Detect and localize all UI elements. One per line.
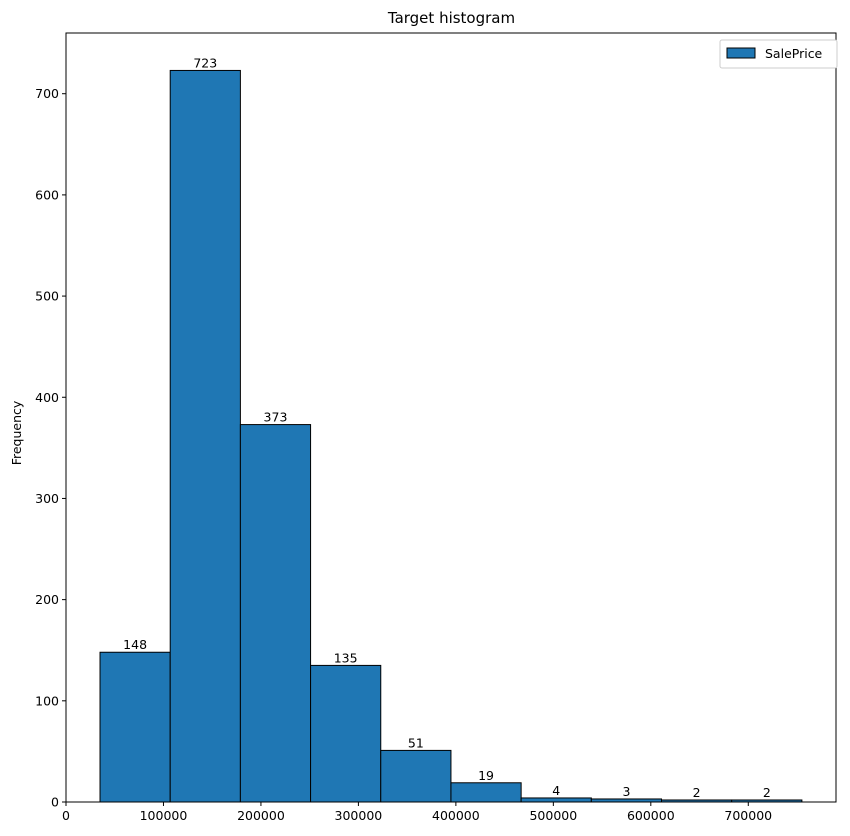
y-tick-label: 700 <box>35 86 59 101</box>
bar-value-label: 135 <box>334 650 358 665</box>
x-tick-label: 700000 <box>724 808 772 823</box>
plot-frame <box>65 32 837 803</box>
x-axis: 0 100000 200000 300000 400000 500000 600000 700… <box>62 802 772 823</box>
y-tick-label: 400 <box>35 390 59 405</box>
legend: SalePrice <box>719 39 838 69</box>
bar-value-label: 19 <box>478 768 494 783</box>
y-tick-label: 300 <box>35 491 59 506</box>
x-tick-label: 500000 <box>529 808 577 823</box>
bar-value-label: 3 <box>622 784 630 799</box>
chart-title: Target histogram <box>387 9 515 27</box>
bar-value-label: 373 <box>264 410 288 425</box>
x-tick-label: 300000 <box>335 808 383 823</box>
x-tick-label: 400000 <box>432 808 480 823</box>
bar-value-label: 2 <box>693 785 701 800</box>
data-labels-group: 148 723 373 135 51 19 4 3 2 2 <box>123 55 771 800</box>
histogram-bar <box>169 69 241 803</box>
histogram-bar <box>239 424 312 803</box>
bars-group <box>99 69 803 803</box>
y-tick-label: 500 <box>35 289 59 304</box>
bar-value-label: 2 <box>763 785 771 800</box>
histogram-bar <box>310 664 382 803</box>
bar-value-label: 723 <box>193 55 217 70</box>
x-tick-label: 600000 <box>627 808 675 823</box>
y-tick-label: 100 <box>35 693 59 708</box>
y-tick-label: 600 <box>35 187 59 202</box>
histogram-bar <box>380 749 452 803</box>
bar-value-label: 51 <box>408 735 424 750</box>
bar-value-label: 148 <box>123 637 147 652</box>
legend-box <box>719 39 838 69</box>
bar-value-label: 4 <box>552 783 560 798</box>
x-tick-label: 0 <box>62 808 70 823</box>
legend-swatch <box>726 47 756 59</box>
histogram-bar <box>450 782 522 803</box>
y-tick-label: 200 <box>35 592 59 607</box>
x-tick-label: 100000 <box>140 808 188 823</box>
x-tick-label: 200000 <box>237 808 285 823</box>
legend-label: SalePrice <box>765 46 823 61</box>
y-axis: 0 100 200 300 400 500 600 700 <box>35 86 66 810</box>
histogram-bar <box>520 797 592 803</box>
histogram-bar <box>99 651 171 803</box>
y-axis-label: Frequency <box>9 400 24 465</box>
y-tick-label: 0 <box>51 795 59 810</box>
